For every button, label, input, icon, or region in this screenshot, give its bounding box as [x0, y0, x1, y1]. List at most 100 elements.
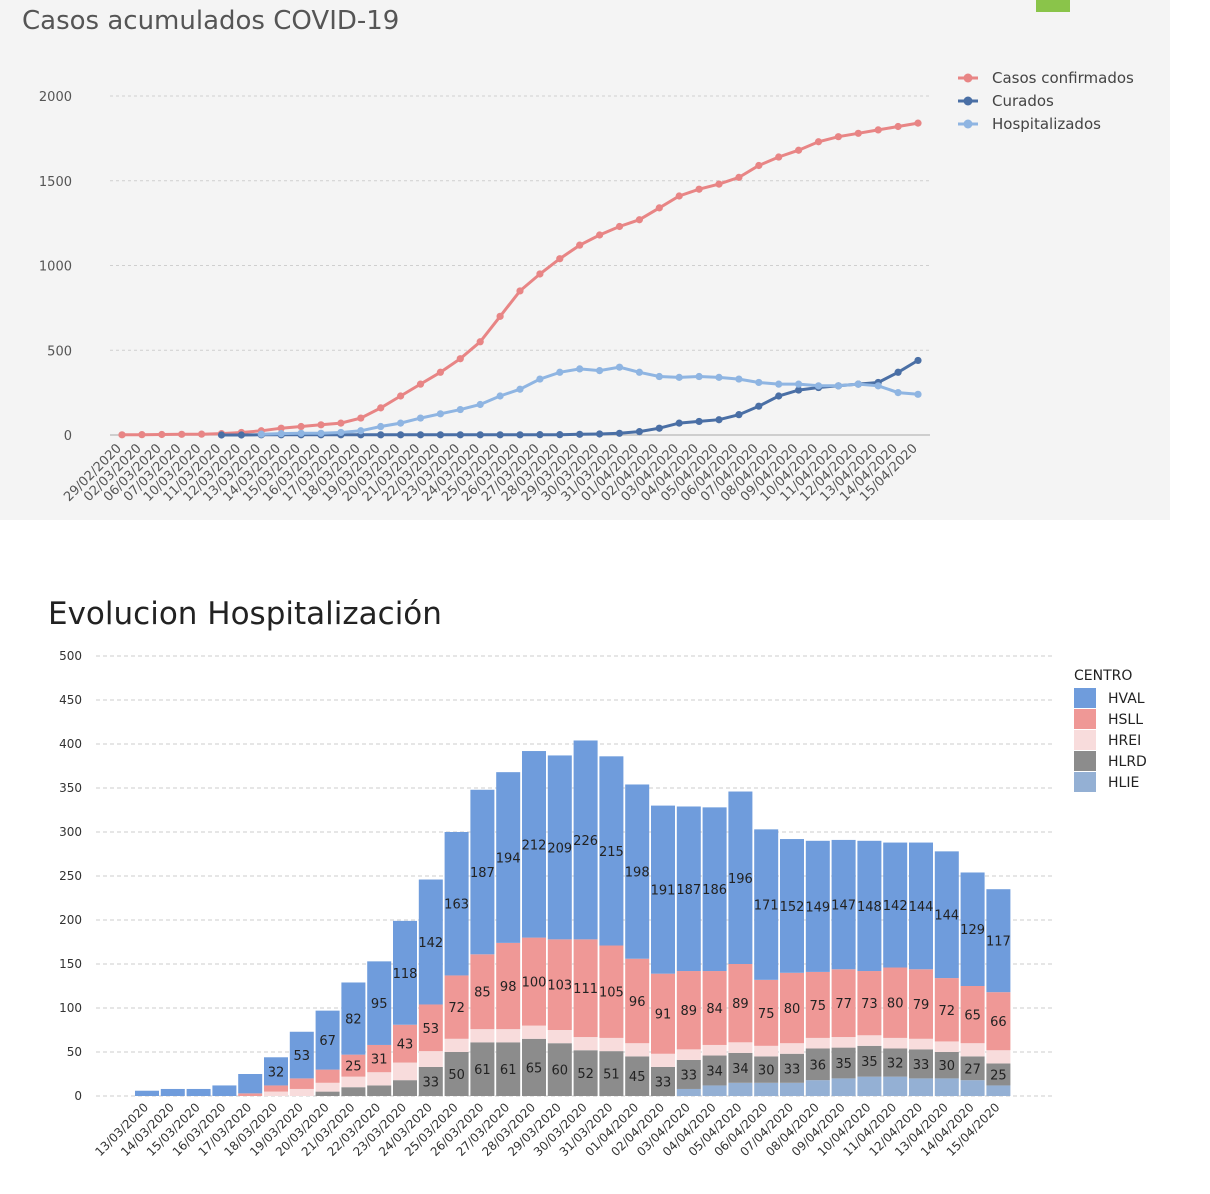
data-point	[158, 430, 166, 439]
data-point	[635, 428, 644, 436]
bar-segment-hval	[934, 851, 959, 979]
data-label: 194	[496, 852, 521, 867]
legend-swatch	[1074, 688, 1096, 708]
data-label: 95	[371, 997, 388, 1012]
bar-segment-hlrd	[444, 1052, 469, 1096]
bar-segment-hval	[135, 1090, 159, 1096]
data-label: 34	[706, 1064, 723, 1079]
bar-segment-hsll	[676, 971, 701, 1050]
data-label: 66	[990, 1015, 1007, 1030]
bar-segment-hlie	[857, 1076, 882, 1096]
data-label: 89	[681, 1004, 698, 1019]
data-point	[556, 368, 564, 376]
bar-segment-hval	[831, 839, 856, 970]
data-point	[635, 368, 644, 376]
bar-segment-hrei	[805, 1037, 830, 1049]
bar-segment-hsll	[289, 1078, 314, 1089]
bar-segment-hval	[186, 1088, 211, 1096]
data-point	[635, 216, 644, 224]
legend-swatch	[1074, 709, 1096, 729]
data-label: 33	[913, 1058, 930, 1073]
data-point	[416, 414, 425, 422]
bar-segment-hsll	[702, 971, 727, 1045]
data-label: 163	[444, 898, 469, 913]
data-label: 152	[780, 900, 805, 915]
bar-segment-hlie	[780, 1082, 804, 1096]
bar-segment-hrei	[547, 1030, 572, 1044]
bar-segment-hrei	[702, 1044, 727, 1056]
bar-segment-hsll	[960, 986, 985, 1044]
data-label: 60	[552, 1064, 569, 1079]
data-point	[516, 287, 524, 295]
bar-segment-hlrd	[909, 1049, 933, 1079]
data-label: 73	[861, 997, 878, 1012]
data-label: 72	[448, 1001, 465, 1016]
data-label: 33	[655, 1075, 672, 1090]
data-label: 191	[651, 884, 676, 899]
data-point	[496, 431, 504, 439]
y-tick-label: 1500	[39, 175, 72, 190]
bar-segment-hsll	[831, 969, 856, 1038]
bar-segment-hsll	[857, 971, 882, 1036]
data-point	[675, 192, 683, 200]
data-point	[795, 146, 803, 154]
bar-segment-hlrd	[418, 1066, 443, 1096]
y-tick-label: 500	[47, 344, 72, 359]
bar-segment-hsll	[393, 1024, 417, 1063]
bar-segment-hrei	[341, 1076, 366, 1088]
data-label: 30	[939, 1059, 956, 1074]
chart2-title: Evolucion Hospitalización	[48, 596, 442, 632]
data-point	[357, 427, 365, 435]
data-point	[516, 385, 524, 393]
data-point	[476, 338, 484, 346]
data-label: 198	[625, 866, 650, 881]
data-point	[655, 372, 663, 381]
bar-segment-hsll	[264, 1085, 288, 1092]
data-label: 187	[676, 883, 701, 898]
data-label: 79	[913, 998, 930, 1013]
data-point	[257, 430, 265, 438]
data-label: 25	[990, 1068, 1007, 1083]
data-point	[715, 373, 723, 381]
data-point	[496, 312, 504, 320]
chart2-svg: 0 50 100 150 200 250 300 350 400 450 500 32 53 67 82 25…	[59, 649, 1147, 1159]
data-label: 144	[909, 900, 934, 915]
bar-segment-hsll	[418, 1004, 443, 1052]
data-label: 30	[758, 1064, 775, 1079]
bar-segment-hlrd	[986, 1063, 1011, 1086]
y-tick-label: 500	[59, 649, 82, 663]
data-label: 215	[599, 845, 624, 860]
data-label: 65	[526, 1061, 543, 1076]
data-point	[615, 429, 624, 437]
data-label: 105	[599, 986, 624, 1001]
data-point	[277, 424, 285, 432]
data-label: 171	[754, 899, 779, 914]
bar-segment-hsll	[805, 971, 830, 1038]
bar-segment-hrei	[780, 1043, 804, 1054]
legend-label: HLRD	[1108, 754, 1147, 770]
bar-segment-hlrd	[702, 1055, 727, 1086]
bar-segment-hval	[599, 756, 624, 946]
bar-segment-hval	[651, 805, 675, 974]
bar-segment-hrei	[960, 1043, 985, 1057]
data-point	[516, 431, 524, 439]
data-label: 144	[934, 909, 959, 924]
bar-segment-hsll	[754, 979, 779, 1046]
data-label: 45	[629, 1070, 646, 1085]
bar-segment-hval	[522, 751, 546, 938]
y-tick-label: 0	[64, 429, 72, 444]
bar-segment-hlie	[702, 1085, 727, 1096]
legend-marker	[963, 119, 973, 129]
y-tick-label: 400	[59, 737, 82, 751]
legend-label: Curados	[992, 92, 1054, 110]
data-point	[894, 122, 902, 131]
data-point	[655, 204, 663, 212]
data-point	[317, 421, 325, 429]
data-label: 72	[939, 1004, 956, 1019]
bar-segment-hlrd	[805, 1048, 830, 1081]
bar-segment-hsll	[599, 945, 624, 1038]
bar-segment-hlrd	[625, 1056, 650, 1096]
data-label: 25	[345, 1060, 362, 1075]
data-point	[775, 392, 783, 400]
bar-segment-hval	[264, 1057, 288, 1086]
